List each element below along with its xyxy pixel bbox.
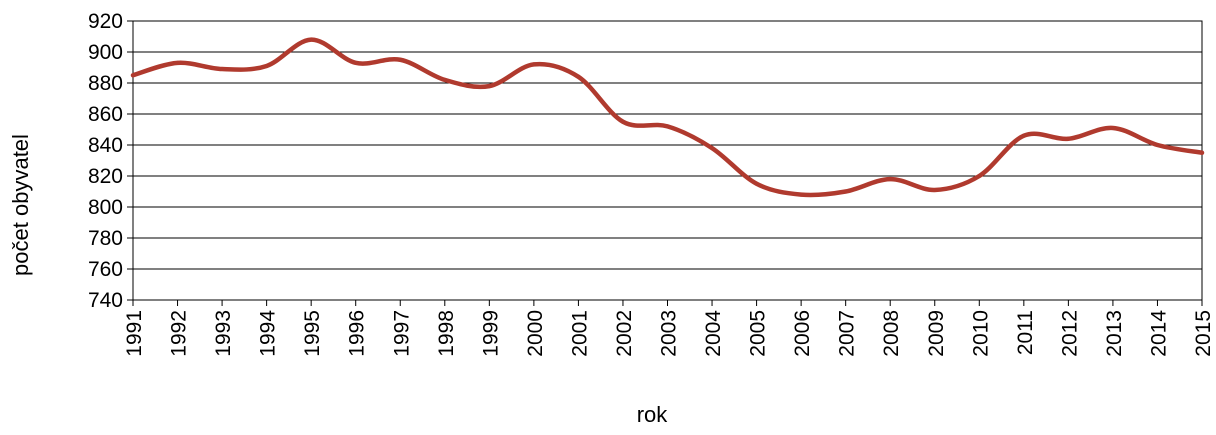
x-tick-label: 2008: [880, 310, 903, 357]
data-point: [353, 60, 358, 65]
y-tick-label: 740: [88, 289, 123, 312]
data-point: [1200, 150, 1204, 155]
x-tick-label: 2002: [613, 310, 636, 357]
data-point: [487, 84, 492, 89]
y-tick-label: 760: [88, 258, 123, 281]
x-tick-label: 1995: [301, 310, 324, 357]
x-tick-label: 2009: [925, 310, 948, 357]
x-tick-label: 1998: [435, 310, 458, 357]
data-point: [576, 74, 581, 79]
x-tick-label: 2005: [747, 310, 770, 357]
data-point: [309, 37, 314, 42]
x-tick-label: 1997: [390, 310, 413, 357]
x-tick-label: 2003: [658, 310, 681, 357]
data-point: [710, 146, 715, 151]
data-point: [1110, 125, 1115, 130]
y-tick-label: 900: [88, 41, 123, 64]
x-tick-label: 2000: [524, 310, 547, 357]
axes: [127, 20, 1203, 306]
data-point: [398, 57, 403, 62]
x-tick-label: 1992: [168, 310, 191, 357]
y-tick-label: 820: [88, 165, 123, 188]
data-point: [131, 73, 135, 78]
x-tick-label: 2012: [1058, 310, 1081, 357]
data-point: [977, 174, 982, 178]
y-axis-title: počet obyvatel: [8, 134, 33, 276]
x-tick-label: 1999: [479, 310, 502, 357]
y-tick-label: 860: [88, 103, 123, 126]
data-point: [531, 62, 536, 67]
y-tick-labels: 740 760 780 800 820 840 860 880 900 920: [88, 10, 123, 312]
data-point: [1066, 136, 1071, 141]
data-point: [220, 67, 225, 72]
data-point: [843, 189, 848, 194]
grid-lines: [133, 20, 1202, 301]
x-tick-label: 2013: [1103, 310, 1126, 357]
x-tick-label: 1991: [123, 310, 146, 357]
data-point: [754, 181, 759, 186]
x-tick-label: 1996: [346, 310, 369, 357]
x-tick-labels: 1991 1992 1993 1994 1995 1996 1997 1998 1999 2000…: [123, 310, 1215, 357]
data-point: [932, 187, 937, 192]
data-point: [264, 63, 269, 68]
data-point: [1155, 143, 1160, 147]
data-point: [175, 60, 180, 65]
y-tick-label: 800: [88, 196, 123, 219]
y-tick-label: 920: [88, 10, 123, 33]
x-tick-label: 2011: [1014, 310, 1037, 355]
data-point: [442, 77, 447, 82]
x-tick-label: 2007: [836, 310, 859, 357]
x-tick-label: 1994: [257, 310, 280, 357]
data-point: [665, 124, 670, 129]
y-tick-label: 840: [88, 134, 123, 157]
x-tick-label: 2014: [1147, 310, 1170, 357]
y-tick-label: 780: [88, 227, 123, 250]
y-tick-label: 880: [88, 72, 123, 95]
data-point: [620, 119, 625, 124]
data-point: [1021, 133, 1026, 138]
series-layer: [130, 37, 1205, 198]
plot-frame: [132, 20, 1203, 301]
x-tick-label: 2001: [568, 310, 591, 357]
x-tick-label: 1993: [212, 310, 235, 357]
data-point: [799, 192, 804, 197]
x-axis-title: rok: [637, 402, 669, 427]
x-tick-label: 2015: [1192, 310, 1215, 357]
x-tick-label: 2010: [969, 310, 992, 357]
x-tick-label: 2004: [702, 310, 725, 357]
x-tick-label: 2006: [791, 310, 814, 357]
data-point: [888, 177, 893, 182]
series-line-0: [130, 37, 1205, 198]
